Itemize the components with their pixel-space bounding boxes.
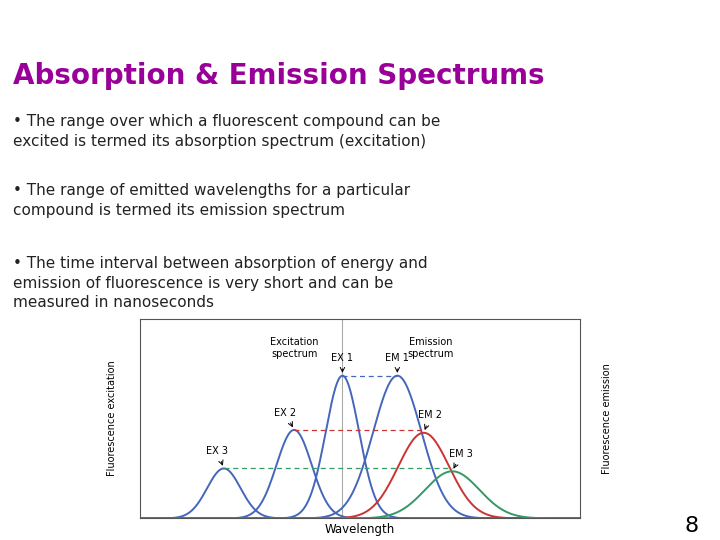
Text: • The range of emitted wavelengths for a particular
compound is termed its emiss: • The range of emitted wavelengths for a… [13, 183, 410, 218]
Text: EM 3: EM 3 [449, 449, 473, 468]
Text: 8: 8 [684, 516, 698, 537]
Text: Absorption & Emission Spectrums: Absorption & Emission Spectrums [13, 62, 544, 90]
Text: Fluorescence emission: Fluorescence emission [602, 363, 612, 474]
Text: EX 3: EX 3 [206, 446, 228, 465]
Text: Emission
spectrum: Emission spectrum [407, 337, 454, 359]
Text: • The range over which a fluorescent compound can be
excited is termed its absor: • The range over which a fluorescent com… [13, 114, 441, 149]
Text: Excitation
spectrum: Excitation spectrum [270, 337, 318, 359]
X-axis label: Wavelength: Wavelength [325, 523, 395, 536]
Text: EX 2: EX 2 [274, 408, 297, 427]
Text: Fluorescence excitation: Fluorescence excitation [107, 361, 117, 476]
Text: EX 1: EX 1 [331, 353, 354, 372]
Text: EM 2: EM 2 [418, 410, 442, 429]
Text: • The time interval between absorption of energy and
emission of fluorescence is: • The time interval between absorption o… [13, 256, 428, 310]
Text: EM 1: EM 1 [385, 353, 409, 372]
